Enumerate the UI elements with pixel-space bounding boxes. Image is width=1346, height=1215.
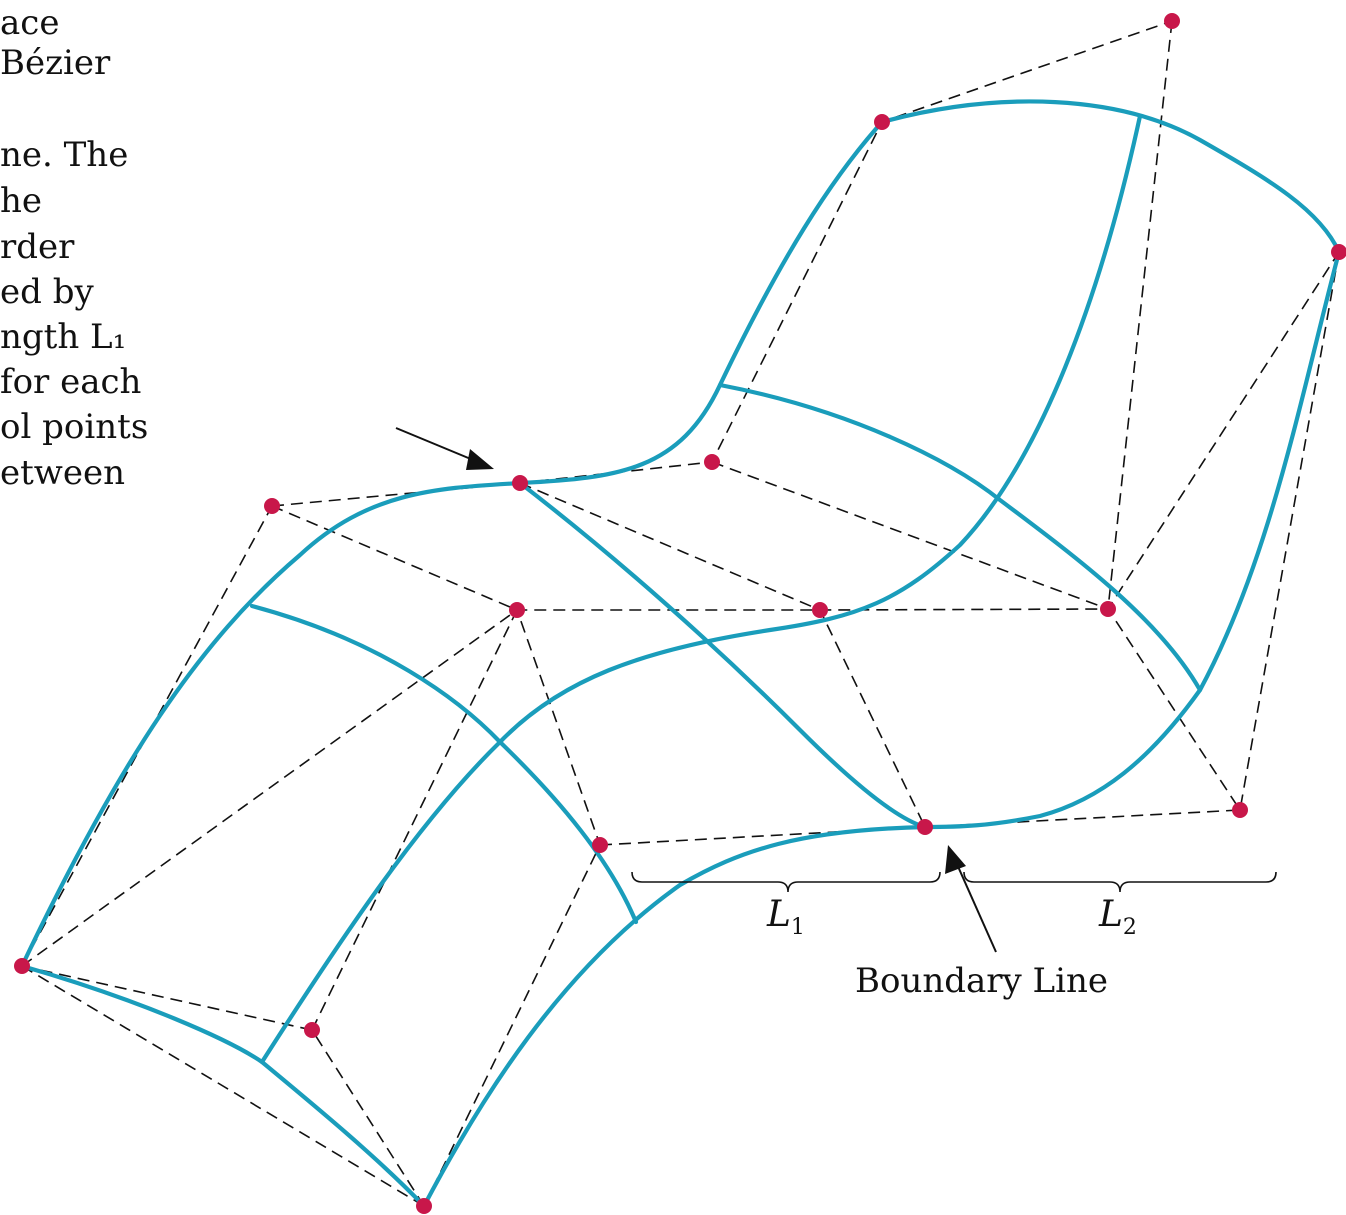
control-point xyxy=(1100,601,1116,617)
surface-isocurve-v1 xyxy=(259,113,1143,1065)
surface-boundary-top xyxy=(879,99,1342,255)
caption-line: ol points xyxy=(0,407,149,447)
control-point xyxy=(917,819,933,835)
control-edge-left xyxy=(21,965,425,1207)
caption-line: ed by xyxy=(0,272,94,312)
control-column-1 xyxy=(21,505,273,967)
caption-line: etween xyxy=(0,453,126,493)
label-l1: L1 xyxy=(766,894,805,940)
arrow-top-junction xyxy=(395,427,479,463)
control-column-6 xyxy=(1107,20,1173,610)
control-point xyxy=(1164,13,1180,29)
caption-line: ne. The xyxy=(0,135,129,175)
control-points xyxy=(14,13,1346,1214)
control-point xyxy=(874,114,890,130)
control-point xyxy=(512,475,528,491)
control-column-2 xyxy=(271,505,519,1031)
surface-boundary-center xyxy=(517,480,928,830)
control-column-7 xyxy=(1239,251,1340,811)
surface-boundary-left xyxy=(19,119,885,969)
surface-boundary-right xyxy=(922,249,1342,830)
surface-boundary-front xyxy=(421,824,928,1209)
control-point xyxy=(304,1022,320,1038)
control-point xyxy=(592,837,608,853)
control-row-middle xyxy=(21,251,1340,967)
caption-fragment: ace Bézier ne. The he rder ed by ngth L₁… xyxy=(0,0,150,500)
bracket-l2 xyxy=(963,871,1277,893)
arrows xyxy=(395,427,997,953)
caption-line: ngth L₁ xyxy=(0,317,127,357)
arrow-boundary-line xyxy=(955,861,997,953)
arrowhead-top-junction xyxy=(466,449,494,470)
caption-line: he xyxy=(0,181,43,221)
labels: L1 L2 Boundary Line xyxy=(766,894,1137,1001)
control-point xyxy=(264,498,280,514)
surface-isocurve-u2 xyxy=(717,382,1203,693)
control-point xyxy=(509,602,525,618)
control-point xyxy=(1232,802,1248,818)
control-point xyxy=(416,1198,432,1214)
arrowhead-boundary-line xyxy=(945,845,966,874)
length-brackets xyxy=(631,871,1277,893)
bracket-l1 xyxy=(631,871,941,893)
caption-line: for each xyxy=(0,362,142,402)
surface-isocurve-u1 xyxy=(249,603,639,925)
control-point xyxy=(812,602,828,618)
caption-line: rder xyxy=(0,227,75,267)
control-point xyxy=(1331,244,1346,260)
caption-line: Bézier xyxy=(0,43,111,83)
label-boundary-line: Boundary Line xyxy=(855,961,1108,1001)
control-point xyxy=(704,454,720,470)
caption-line: ace xyxy=(0,3,60,43)
bezier-surface xyxy=(19,99,1342,1209)
label-l2: L2 xyxy=(1098,894,1137,940)
control-point xyxy=(14,958,30,974)
